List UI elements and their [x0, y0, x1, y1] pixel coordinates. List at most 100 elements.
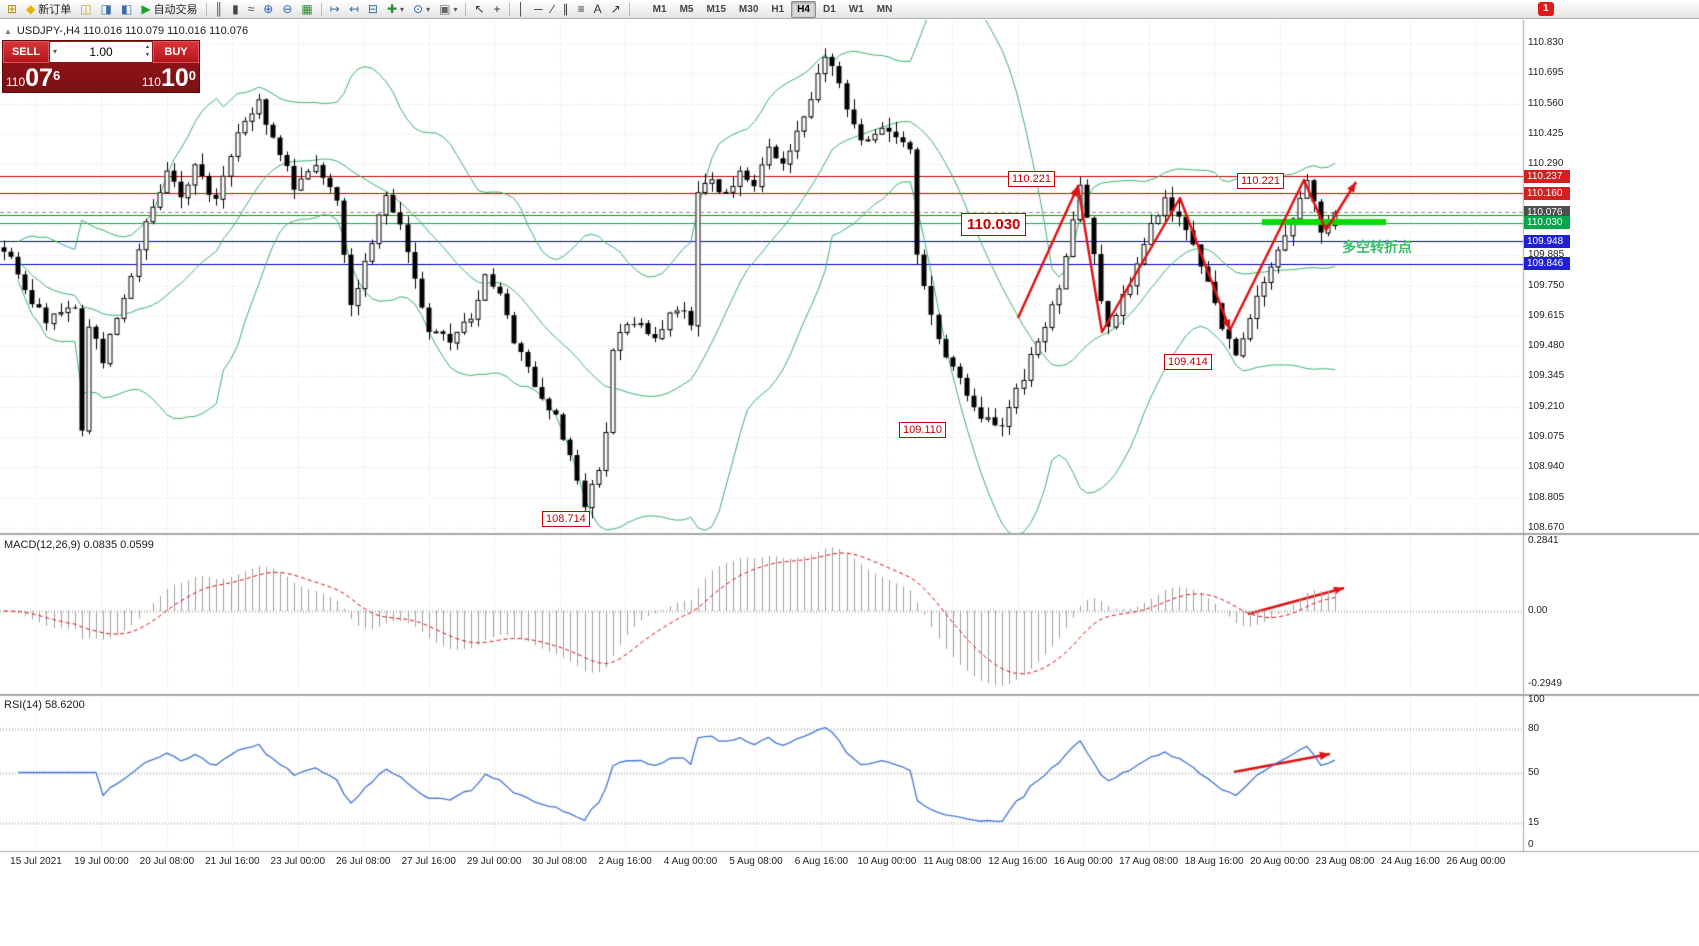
navigator-button[interactable]: ◧: [117, 1, 136, 18]
timeframe-h1-button[interactable]: H1: [771, 3, 785, 15]
macd-indicator-label: MACD(12,26,9) 0.0835 0.0599: [4, 539, 154, 551]
templates-icon: ▣: [439, 1, 451, 16]
toolbar-items: ⊞ ◆ 新订单 ◫ ◨ ◧ ▶ 自动交易 ║ ▮ ≈ ⊕ ⊖ ▦ ↦ ↤ ⊟ ✚ ▾ ⊙ ▾ ▣ ▾ ↖ + │ ─ ∕ ∥ ≡ A ↗: [3, 1, 633, 18]
sell-price-display: 110 07 6: [6, 63, 60, 92]
new-order-icon: ◆: [26, 1, 36, 16]
periods-button[interactable]: ⊙ ▾: [409, 1, 434, 18]
volume-up-button[interactable]: ▲: [145, 44, 150, 50]
arrows-tool-icon: ↗: [610, 1, 621, 16]
auto-trading-icon: ▶: [141, 1, 151, 16]
chart-symbol-info: ▲ USDJPY-,H4 110.016 110.079 110.016 110…: [4, 25, 248, 37]
channel-icon: ∥: [562, 1, 569, 16]
symbol-ohlc-text: USDJPY-,H4 110.016 110.079 110.016 110.0…: [16, 25, 249, 37]
timeframe-w1-button[interactable]: W1: [848, 3, 864, 15]
fibonacci-button[interactable]: ≡: [574, 1, 589, 18]
price-annotation[interactable]: 109.414: [1164, 354, 1212, 370]
buy-button[interactable]: BUY: [153, 41, 199, 63]
rsi-indicator-label: RSI(14) 58.6200: [4, 699, 85, 711]
horizontal-line-button[interactable]: ─: [530, 1, 547, 18]
new-chart-icon: ⊞: [7, 1, 18, 16]
auto-trading-label: 自动交易: [153, 4, 198, 16]
arrange-windows-icon: ⊟: [367, 1, 378, 16]
add-indicator-button[interactable]: ✚ ▾: [383, 1, 408, 18]
buy-price-prefix: 110: [141, 75, 161, 89]
sell-price-prefix: 110: [6, 75, 26, 89]
chart-line-button[interactable]: ≈: [244, 1, 259, 18]
collapse-arrow-icon[interactable]: ▲: [4, 26, 12, 36]
chart-candles-icon: ▮: [232, 1, 239, 16]
toolbar-separator: [628, 2, 630, 16]
buy-price-sup: 0: [188, 68, 196, 83]
notification-badge[interactable]: 1: [1538, 2, 1554, 16]
text-icon: A: [593, 1, 602, 16]
periods-icon: ⊙: [413, 1, 424, 16]
tile-windows-button[interactable]: ▦: [297, 1, 316, 18]
data-window-icon: ◨: [100, 1, 112, 16]
volume-down-button[interactable]: ▼: [145, 52, 150, 58]
timeframe-mn-button[interactable]: MN: [876, 3, 893, 15]
chart-shift-button[interactable]: ↤: [345, 1, 363, 18]
channel-button[interactable]: ∥: [559, 1, 573, 18]
cursor-icon: ↖: [474, 1, 485, 16]
text-button[interactable]: A: [590, 1, 606, 18]
add-indicator-icon: ✚: [386, 1, 397, 16]
arrange-windows-button[interactable]: ⊟: [364, 1, 382, 18]
trendline-button[interactable]: ∕: [548, 1, 558, 18]
vertical-line-icon: │: [517, 1, 526, 16]
timeframe-h4-button[interactable]: H4: [791, 0, 816, 18]
buy-price-display: 110 10 0: [142, 63, 196, 92]
sell-price-big: 07: [25, 64, 53, 92]
timeframe-m1-button[interactable]: M1: [652, 3, 667, 15]
new-chart-button[interactable]: ⊞: [3, 1, 21, 18]
timeframe-d1-button[interactable]: D1: [822, 3, 836, 15]
timeframe-m15-button[interactable]: M15: [706, 3, 726, 15]
templates-button[interactable]: ▣ ▾: [435, 1, 461, 18]
chart-line-icon: ≈: [247, 1, 255, 16]
arrows-tool-button[interactable]: ↗: [607, 1, 625, 18]
market-watch-icon: ◫: [80, 1, 92, 16]
toolbar-separator: [508, 2, 510, 16]
chart-bars-button[interactable]: ║: [211, 1, 228, 18]
market-watch-button[interactable]: ◫: [76, 1, 95, 18]
chart-candles-button[interactable]: ▮: [228, 1, 243, 18]
periods-caret-icon: ▾: [426, 4, 431, 14]
toolbar: ⊞ ◆ 新订单 ◫ ◨ ◧ ▶ 自动交易 ║ ▮ ≈ ⊕ ⊖ ▦ ↦ ↤ ⊟ ✚ ▾ ⊙ ▾ ▣ ▾ ↖ + │ ─ ∕ ∥ ≡ A ↗ M1…: [0, 0, 1699, 19]
crosshair-icon: +: [493, 1, 501, 16]
timeframe-m30-button[interactable]: M30: [738, 3, 759, 15]
zoom-out-button[interactable]: ⊖: [278, 1, 296, 18]
sell-price-sup: 6: [52, 68, 61, 83]
price-annotation[interactable]: 110.221: [1237, 173, 1284, 189]
zoom-in-icon: ⊕: [263, 1, 274, 16]
auto-scroll-icon: ↦: [329, 1, 340, 16]
toolbar-separator: [320, 2, 322, 16]
vertical-line-button[interactable]: │: [514, 1, 530, 18]
volume-spinner: ▲ ▼: [145, 43, 150, 59]
cursor-button[interactable]: ↖: [470, 1, 488, 18]
turning-point-annotation[interactable]: 多空转折点: [1342, 239, 1412, 255]
volume-dropdown-icon[interactable]: ▾: [53, 47, 58, 56]
price-annotation[interactable]: 109.110: [899, 422, 946, 438]
toolbar-separator: [465, 2, 467, 16]
templates-caret-icon: ▾: [453, 4, 458, 14]
chart-shift-icon: ↤: [348, 1, 359, 16]
auto-scroll-button[interactable]: ↦: [326, 1, 344, 18]
price-annotation[interactable]: 108.714: [542, 511, 590, 527]
zoom-in-button[interactable]: ⊕: [259, 1, 277, 18]
price-annotation[interactable]: 110.221: [1008, 171, 1055, 187]
new-order-label: 新订单: [38, 4, 72, 16]
horizontal-line-icon: ─: [534, 1, 543, 16]
data-window-button[interactable]: ◨: [97, 1, 116, 18]
timeframe-buttons: M1 M5 M15 M30 H1 H4 D1 W1 MN: [647, 0, 899, 18]
trendline-icon: ∕: [551, 1, 554, 16]
new-order-button[interactable]: ◆ 新订单: [22, 1, 75, 18]
auto-trading-button[interactable]: ▶ 自动交易: [137, 1, 201, 18]
crosshair-button[interactable]: +: [490, 1, 505, 18]
buy-price-big: 10: [160, 64, 189, 92]
price-annotation[interactable]: 110.030: [961, 213, 1027, 236]
sell-button[interactable]: SELL: [3, 41, 49, 63]
toolbar-separator: [205, 2, 207, 16]
volume-field[interactable]: ▾ 1.00 ▲ ▼: [50, 42, 152, 62]
navigator-icon: ◧: [120, 1, 133, 16]
timeframe-m5-button[interactable]: M5: [679, 3, 694, 15]
